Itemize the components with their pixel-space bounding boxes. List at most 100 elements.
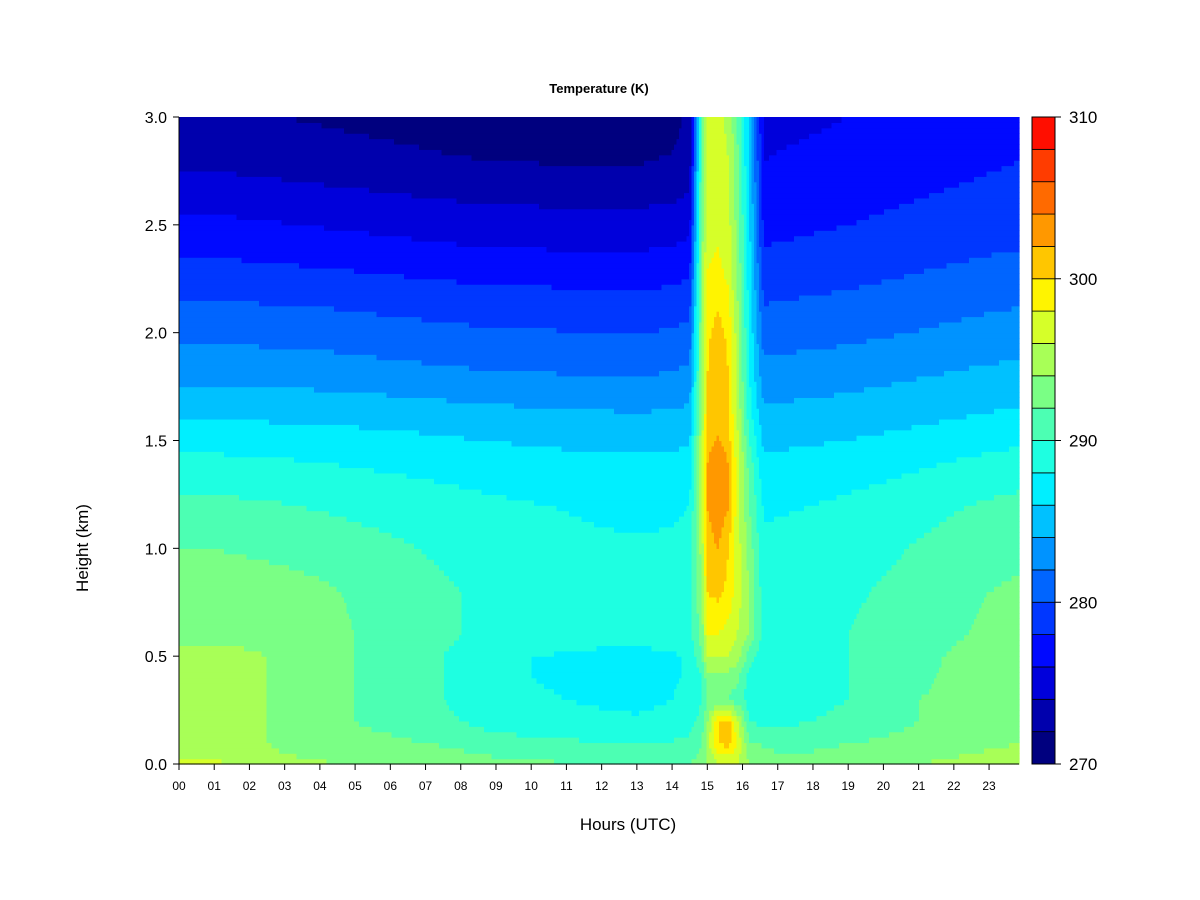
heatmap-cell <box>181 737 185 744</box>
heatmap-cell <box>201 472 205 479</box>
heatmap-cell <box>184 505 188 512</box>
heatmap-cell <box>194 289 198 296</box>
heatmap-cell <box>179 397 183 404</box>
heatmap-cell <box>209 338 213 345</box>
heatmap-cell <box>221 267 225 274</box>
heatmap-cell <box>224 639 228 646</box>
heatmap-cell <box>191 542 195 549</box>
heatmap-cell <box>219 580 223 587</box>
heatmap-cell <box>201 381 205 388</box>
heatmap-cell <box>186 505 190 512</box>
heatmap-cell <box>194 138 198 145</box>
heatmap-cell <box>224 278 228 285</box>
heatmap-cell <box>206 224 210 231</box>
heatmap-cell <box>181 375 185 382</box>
heatmap-cell <box>196 656 200 663</box>
heatmap-cell <box>211 445 215 452</box>
heatmap-cell <box>206 397 210 404</box>
heatmap-cell <box>214 219 218 226</box>
heatmap-cell <box>216 451 220 458</box>
heatmap-cell <box>184 553 188 560</box>
heatmap-cell <box>199 262 203 269</box>
heatmap-cell <box>211 262 215 269</box>
heatmap-cell <box>204 575 208 582</box>
heatmap-cell <box>186 683 190 690</box>
heatmap-cell <box>186 537 190 544</box>
heatmap-cell <box>184 122 188 129</box>
heatmap-cell <box>216 289 220 296</box>
heatmap-cell <box>224 710 228 717</box>
heatmap-cell <box>179 747 183 754</box>
heatmap-cell <box>224 586 228 593</box>
heatmap-cell <box>216 133 220 140</box>
heatmap-cell <box>199 634 203 641</box>
heatmap-cell <box>189 133 193 140</box>
heatmap-cell <box>224 214 228 221</box>
heatmap-cell <box>206 305 210 312</box>
heatmap-cell <box>191 510 195 517</box>
heatmap-cell <box>186 391 190 398</box>
heatmap-cell <box>216 758 220 765</box>
heatmap-cell <box>224 127 228 134</box>
heatmap-cell <box>204 321 208 328</box>
heatmap-cell <box>216 532 220 539</box>
heatmap-cell <box>219 440 223 447</box>
heatmap-cell <box>211 133 215 140</box>
heatmap-cell <box>211 359 215 366</box>
heatmap-cell <box>186 672 190 679</box>
heatmap-cell <box>181 634 185 641</box>
heatmap-cell <box>186 645 190 652</box>
heatmap-cell <box>196 537 200 544</box>
heatmap-cell <box>216 699 220 706</box>
heatmap-cell <box>191 370 195 377</box>
heatmap-cell <box>189 327 193 334</box>
heatmap-cell <box>224 737 228 744</box>
heatmap-cell <box>184 343 188 350</box>
heatmap-cell <box>189 284 193 291</box>
heatmap-cell <box>224 521 228 528</box>
heatmap-cell <box>216 607 220 614</box>
heatmap-cell <box>179 273 183 280</box>
heatmap-cell <box>191 467 195 474</box>
heatmap-cell <box>201 149 205 156</box>
heatmap-cell <box>224 672 228 679</box>
heatmap-cell <box>201 666 205 673</box>
heatmap-cell <box>216 704 220 711</box>
heatmap-cell <box>191 478 195 485</box>
heatmap-cell <box>224 618 228 625</box>
heatmap-cell <box>204 251 208 258</box>
heatmap-cell <box>214 489 218 496</box>
heatmap-cell <box>199 219 203 226</box>
heatmap-cell <box>221 203 225 210</box>
heatmap-cell <box>196 262 200 269</box>
heatmap-cell <box>181 596 185 603</box>
heatmap-cell <box>179 580 183 587</box>
heatmap-cell <box>179 456 183 463</box>
heatmap-cell <box>206 704 210 711</box>
heatmap-cell <box>224 117 228 123</box>
heatmap-cell <box>209 472 213 479</box>
heatmap-cell <box>224 327 228 334</box>
heatmap-cell <box>209 354 213 361</box>
heatmap-cell <box>221 483 225 490</box>
heatmap-cell <box>184 160 188 167</box>
heatmap-cell <box>194 343 198 350</box>
heatmap-cell <box>214 505 218 512</box>
heatmap-cell <box>211 586 215 593</box>
heatmap-cell <box>221 472 225 479</box>
heatmap-cell <box>206 203 210 210</box>
heatmap-cell <box>179 343 183 350</box>
heatmap-cell <box>209 699 213 706</box>
heatmap-cell <box>221 257 225 264</box>
heatmap-cell <box>214 699 218 706</box>
heatmap-cell <box>209 445 213 452</box>
heatmap-cell <box>211 289 215 296</box>
heatmap-cell <box>201 526 205 533</box>
heatmap-cell <box>194 440 198 447</box>
heatmap-cell <box>221 246 225 253</box>
heatmap-cell <box>196 219 200 226</box>
heatmap-cell <box>219 165 223 172</box>
heatmap-cell <box>186 311 190 318</box>
heatmap-cell <box>214 149 218 156</box>
heatmap-cell <box>191 273 195 280</box>
